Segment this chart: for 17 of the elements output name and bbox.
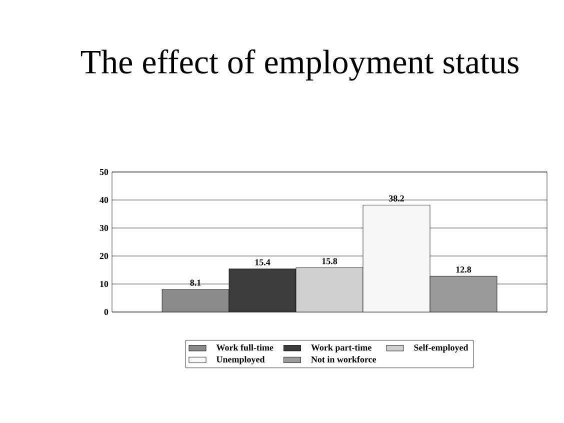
y-tick-label: 0 <box>104 308 108 316</box>
y-tick-label: 10 <box>100 280 108 288</box>
data-label: 12.8 <box>456 266 472 273</box>
y-tick-label: 20 <box>100 252 108 260</box>
legend-label: Unemployed <box>216 356 265 364</box>
chart-title: The effect of employment status <box>80 49 518 81</box>
legend-label: Not in workforce <box>311 356 376 362</box>
y-tick-label: 30 <box>100 224 108 232</box>
y-tick-label: 40 <box>100 196 108 204</box>
legend-label: Work full-time <box>216 344 274 351</box>
legend-label: Self-employed <box>414 344 468 352</box>
legend-label: Work part-time <box>311 344 372 352</box>
data-label: 38.2 <box>388 195 404 202</box>
data-label: 15.4 <box>255 259 270 266</box>
y-tick-label: 50 <box>100 168 108 176</box>
data-label: 8.1 <box>190 280 201 286</box>
data-label: 15.8 <box>322 258 338 264</box>
